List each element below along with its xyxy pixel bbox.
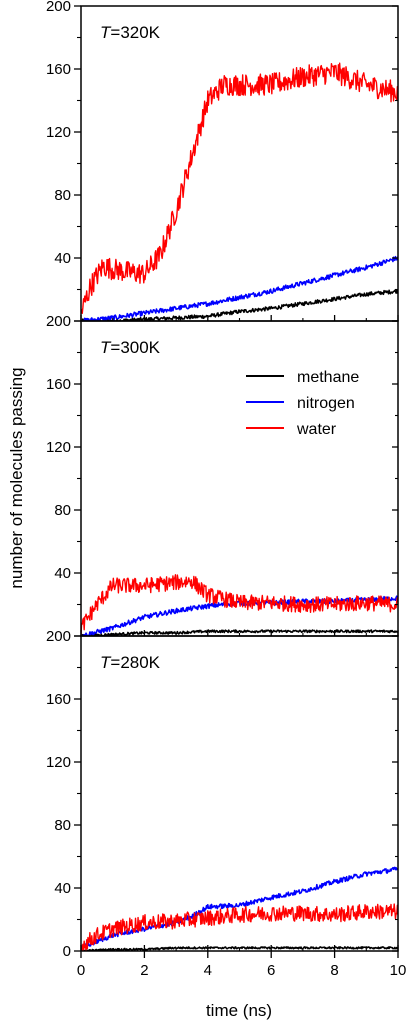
panel-3 — [81, 866, 398, 951]
series-group — [81, 866, 398, 951]
panel-frame — [80, 5, 399, 322]
panel-2 — [81, 574, 398, 636]
y-tick-label: 160 — [46, 376, 71, 393]
series-line-water — [81, 62, 398, 315]
y-tick-label: 40 — [54, 250, 71, 267]
y-tick-label: 80 — [54, 817, 71, 834]
y-tick-label: 120 — [46, 124, 71, 141]
plot-layer — [81, 62, 398, 951]
x-tick-label: 4 — [204, 962, 212, 979]
frame-layer: 4080120160200T=320K4080120160200T=300K04… — [46, 0, 406, 979]
y-tick-label: 80 — [54, 502, 71, 519]
y-tick-label: 200 — [46, 0, 71, 15]
y-tick-label: 120 — [46, 439, 71, 456]
panel-temperature-label: T=320K — [100, 23, 161, 42]
y-tick-label: 120 — [46, 754, 71, 771]
x-tick-label: 0 — [77, 962, 85, 979]
series-line-water — [81, 574, 398, 635]
series-line-methane — [81, 289, 398, 321]
legend: methane nitrogen water — [246, 369, 359, 438]
legend-label-nitrogen: nitrogen — [297, 395, 355, 412]
y-tick-label: 40 — [54, 880, 71, 897]
y-tick-label: 160 — [46, 61, 71, 78]
x-tick-label: 10 — [390, 962, 407, 979]
legend-label-water: water — [296, 421, 337, 438]
legend-label-methane: methane — [297, 369, 359, 386]
y-tick-label: 200 — [46, 628, 71, 645]
series-line-nitrogen — [81, 255, 398, 321]
y-tick-label: 0 — [63, 943, 71, 960]
y-tick-label: 200 — [46, 313, 71, 330]
y-tick-label: 40 — [54, 565, 71, 582]
x-tick-label: 6 — [267, 962, 275, 979]
series-line-water — [81, 903, 398, 951]
y-tick-label: 80 — [54, 187, 71, 204]
panel-temperature-label: T=280K — [100, 653, 161, 672]
series-line-nitrogen — [81, 866, 398, 950]
series-group — [81, 574, 398, 636]
panel-temperature-label: T=300K — [100, 338, 161, 357]
x-axis-title: time (ns) — [206, 1001, 272, 1020]
y-tick-label: 160 — [46, 691, 71, 708]
x-tick-label: 8 — [330, 962, 338, 979]
series-line-methane — [81, 629, 398, 636]
y-axis-title: number of molecules passing — [7, 367, 26, 588]
x-tick-label: 2 — [140, 962, 148, 979]
panel-1 — [81, 62, 398, 321]
series-group — [81, 62, 398, 321]
